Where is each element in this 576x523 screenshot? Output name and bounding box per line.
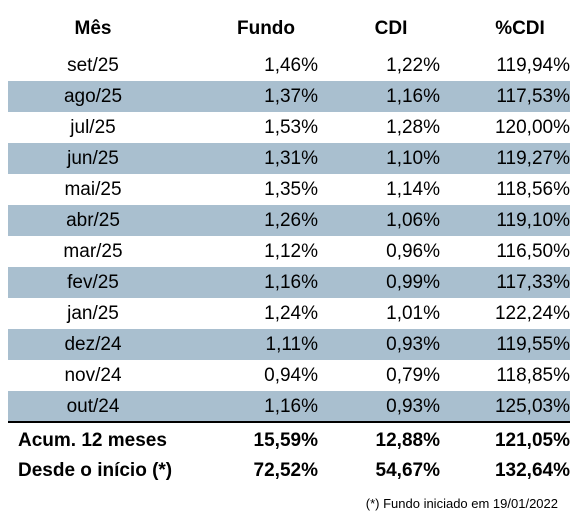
cell-pct-cdi: 125,03% — [494, 395, 570, 417]
cell-mes: fev/25 — [67, 271, 119, 293]
cell-pct-cdi: 118,56% — [496, 178, 570, 200]
cell-pct-cdi: 120,00% — [494, 116, 570, 138]
summary-fundo: 15,59% — [253, 430, 318, 451]
cell-pct-cdi: 119,10% — [496, 209, 570, 231]
cell-mes: ago/25 — [63, 85, 123, 107]
table-body: set/25 1,46% 1,22% 119,94% ago/25 1,37% 1,16% 1… — [8, 50, 570, 422]
cell-mes: jun/25 — [67, 147, 119, 169]
summary-cdi: 54,67% — [375, 460, 440, 481]
cell-cdi: 0,79% — [386, 364, 440, 386]
table-row: nov/24 0,94% 0,79% 118,85% — [8, 360, 570, 391]
cell-mes: set/25 — [67, 54, 119, 76]
cell-mes: nov/24 — [64, 364, 122, 386]
table-row: mar/25 1,12% 0,96% 116,50% — [8, 236, 570, 267]
cell-mes: out/24 — [66, 395, 120, 417]
table-header: Mês Fundo CDI %CDI — [8, 8, 570, 50]
table-row: jun/25 1,31% 1,10% 119,27% — [8, 143, 570, 174]
cell-cdi: 0,93% — [386, 395, 440, 417]
table-row: abr/25 1,26% 1,06% 119,10% — [8, 205, 570, 236]
cell-cdi: 1,28% — [386, 116, 440, 138]
cell-cdi: 1,16% — [386, 85, 440, 107]
summary-label: Desde o início (*) — [18, 460, 173, 481]
summary-pct-cdi: 121,05% — [494, 430, 570, 451]
cell-pct-cdi: 119,27% — [496, 147, 570, 169]
cell-cdi: 0,93% — [386, 333, 440, 355]
table-row: dez/24 1,11% 0,93% 119,55% — [8, 329, 570, 360]
table-row: jan/25 1,24% 1,01% 122,24% — [8, 298, 570, 329]
cell-cdi: 1,06% — [386, 209, 440, 231]
summary-pct-cdi: 132,64% — [494, 460, 570, 481]
header-fundo: Fundo — [236, 18, 296, 39]
cell-fundo: 0,94% — [264, 364, 318, 386]
cell-pct-cdi: 116,50% — [496, 240, 570, 262]
table-row: mai/25 1,35% 1,14% 118,56% — [8, 174, 570, 205]
cell-fundo: 1,31% — [264, 147, 318, 169]
cell-fundo: 1,16% — [264, 395, 318, 417]
header-pct-cdi: %CDI — [495, 18, 545, 39]
cell-pct-cdi: 117,33% — [496, 271, 570, 293]
cell-mes: jan/25 — [67, 302, 119, 324]
table-row: jul/25 1,53% 1,28% 120,00% — [8, 112, 570, 143]
cell-cdi: 1,01% — [386, 302, 440, 324]
cell-fundo: 1,11% — [265, 333, 318, 355]
summary-section: Acum. 12 meses 15,59% 12,88% 121,05% Des… — [8, 426, 570, 486]
summary-row-desde-inicio: Desde o início (*) 72,52% 54,67% 132,64% — [8, 456, 570, 486]
summary-label: Acum. 12 meses — [18, 430, 167, 451]
cell-pct-cdi: 118,85% — [496, 364, 570, 386]
cell-pct-cdi: 117,53% — [496, 85, 570, 107]
summary-fundo: 72,52% — [253, 460, 318, 481]
summary-divider — [8, 421, 570, 423]
table-row: fev/25 1,16% 0,99% 117,33% — [8, 267, 570, 298]
cell-mes: jul/25 — [70, 116, 116, 138]
cell-pct-cdi: 122,24% — [494, 302, 570, 324]
cell-cdi: 1,14% — [386, 178, 440, 200]
cell-fundo: 1,26% — [264, 209, 318, 231]
summary-row-acum-12-meses: Acum. 12 meses 15,59% 12,88% 121,05% — [8, 426, 570, 456]
summary-cdi: 12,88% — [375, 430, 440, 451]
cell-mes: abr/25 — [66, 209, 120, 231]
cell-fundo: 1,35% — [264, 178, 318, 200]
cell-cdi: 1,22% — [386, 54, 440, 76]
cell-fundo: 1,12% — [264, 240, 318, 262]
header-cdi: CDI — [374, 18, 408, 39]
cell-cdi: 1,10% — [386, 147, 440, 169]
table-row: set/25 1,46% 1,22% 119,94% — [8, 50, 570, 81]
cell-mes: dez/24 — [64, 333, 122, 355]
cell-pct-cdi: 119,94% — [496, 54, 570, 76]
cell-fundo: 1,24% — [264, 302, 318, 324]
cell-fundo: 1,16% — [264, 271, 318, 293]
header-mes: Mês — [74, 18, 112, 39]
table-row: out/24 1,16% 0,93% 125,03% — [8, 391, 570, 422]
cell-fundo: 1,46% — [264, 54, 318, 76]
cell-mes: mai/25 — [64, 178, 122, 200]
cell-pct-cdi: 119,55% — [496, 333, 570, 355]
cell-mes: mar/25 — [63, 240, 123, 262]
performance-table: Mês Fundo CDI %CDI set/25 1,46% 1,22% 119,9… — [8, 8, 570, 422]
cell-cdi: 0,99% — [386, 271, 440, 293]
cell-fundo: 1,37% — [264, 85, 318, 107]
footnote: (*) Fundo iniciado em 19/01/2022 — [365, 496, 558, 511]
table-row: ago/25 1,37% 1,16% 117,53% — [8, 81, 570, 112]
cell-cdi: 0,96% — [386, 240, 440, 262]
cell-fundo: 1,53% — [264, 116, 318, 138]
